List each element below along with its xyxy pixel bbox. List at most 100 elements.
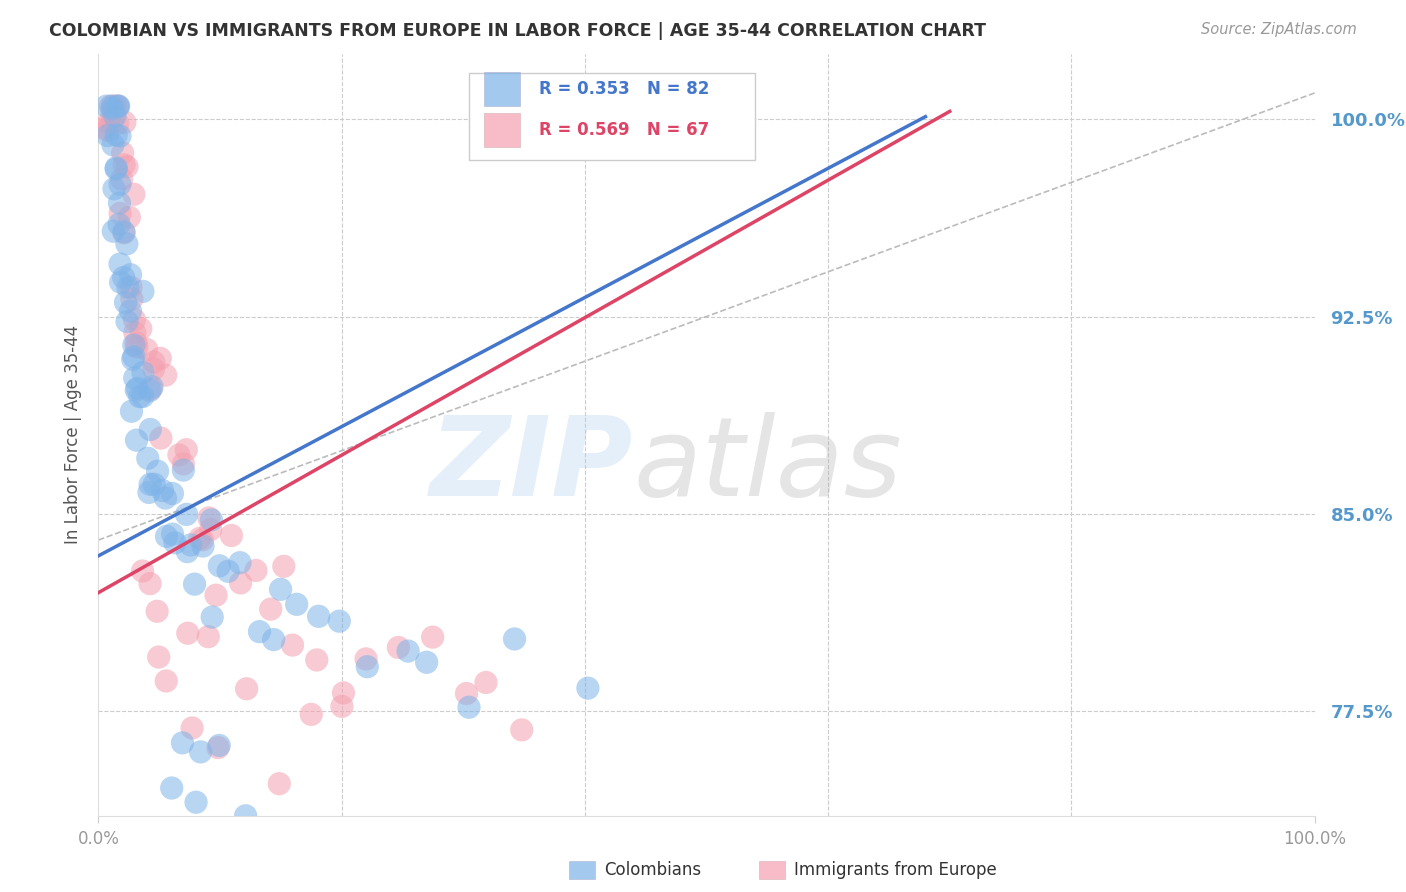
Point [184, 795, 207, 809]
Point [155, 529, 177, 543]
Point [114, 115, 136, 129]
Text: Immigrants from Europe: Immigrants from Europe [794, 861, 997, 879]
Point [299, 707, 322, 722]
Point [103, 224, 125, 238]
Point [229, 575, 252, 590]
Point [132, 390, 155, 404]
Point [396, 644, 419, 658]
Point [139, 384, 162, 398]
Point [422, 630, 444, 644]
Point [125, 383, 148, 397]
Y-axis label: In Labor Force | Age 35-44: In Labor Force | Age 35-44 [63, 326, 82, 544]
Point [124, 371, 146, 385]
Point [235, 681, 257, 696]
Point [176, 544, 198, 558]
Point [101, 137, 124, 152]
Point [132, 366, 155, 380]
Point [188, 532, 211, 546]
Point [122, 187, 145, 202]
Point [162, 486, 184, 500]
Point [176, 508, 198, 522]
Point [121, 352, 143, 367]
Point [245, 564, 267, 578]
Point [146, 604, 169, 618]
Point [260, 602, 283, 616]
Point [124, 326, 146, 340]
Point [121, 404, 143, 418]
Point [125, 433, 148, 447]
Point [127, 381, 149, 395]
Point [167, 448, 190, 462]
Point [155, 491, 177, 505]
Point [115, 236, 138, 251]
Point [110, 172, 132, 186]
Point [108, 196, 131, 211]
Point [163, 535, 186, 549]
Bar [484, 112, 520, 147]
Point [263, 632, 285, 647]
Point [149, 351, 172, 366]
Point [136, 451, 159, 466]
Point [148, 650, 170, 665]
Point [217, 564, 239, 578]
Text: Source: ZipAtlas.com: Source: ZipAtlas.com [1201, 22, 1357, 37]
Point [115, 314, 138, 328]
Point [112, 225, 135, 239]
Point [105, 128, 128, 142]
Point [124, 312, 146, 326]
Point [191, 533, 214, 547]
Point [181, 721, 204, 735]
Text: COLOMBIAN VS IMMIGRANTS FROM EUROPE IN LABOR FORCE | AGE 35-44 CORRELATION CHART: COLOMBIAN VS IMMIGRANTS FROM EUROPE IN L… [49, 22, 986, 40]
Text: Colombians: Colombians [605, 861, 702, 879]
Point [155, 673, 177, 688]
Point [330, 699, 353, 714]
Point [108, 178, 131, 192]
Point [108, 128, 131, 143]
Point [104, 99, 127, 113]
Point [200, 523, 222, 537]
Point [458, 700, 481, 714]
Text: ZIP: ZIP [430, 412, 634, 519]
Point [208, 739, 231, 753]
Point [197, 630, 219, 644]
Point [101, 106, 124, 120]
Point [387, 640, 409, 655]
Point [191, 539, 214, 553]
Point [125, 340, 148, 354]
Point [105, 161, 128, 175]
Point [160, 780, 183, 795]
Point [249, 624, 271, 639]
Point [207, 740, 229, 755]
Point [96, 123, 118, 137]
Point [200, 513, 222, 527]
Point [107, 117, 129, 131]
Point [475, 675, 498, 690]
Point [139, 422, 162, 436]
Point [101, 102, 124, 116]
FancyBboxPatch shape [470, 72, 755, 161]
Point [114, 295, 136, 310]
Point [94, 120, 117, 135]
Point [415, 655, 437, 669]
Point [107, 99, 129, 113]
Point [198, 511, 221, 525]
Point [104, 109, 127, 123]
Point [125, 335, 148, 350]
Point [281, 638, 304, 652]
Point [456, 686, 478, 700]
Point [128, 390, 150, 404]
Point [172, 736, 194, 750]
Point [229, 556, 252, 570]
Text: atlas: atlas [634, 412, 903, 519]
Point [115, 160, 138, 174]
Point [107, 99, 129, 113]
Point [118, 211, 141, 225]
Point [208, 558, 231, 573]
Point [354, 652, 377, 666]
Point [152, 483, 174, 498]
Point [100, 99, 122, 113]
Point [108, 257, 131, 271]
Point [155, 368, 177, 383]
Point [149, 431, 172, 445]
Point [356, 659, 378, 673]
